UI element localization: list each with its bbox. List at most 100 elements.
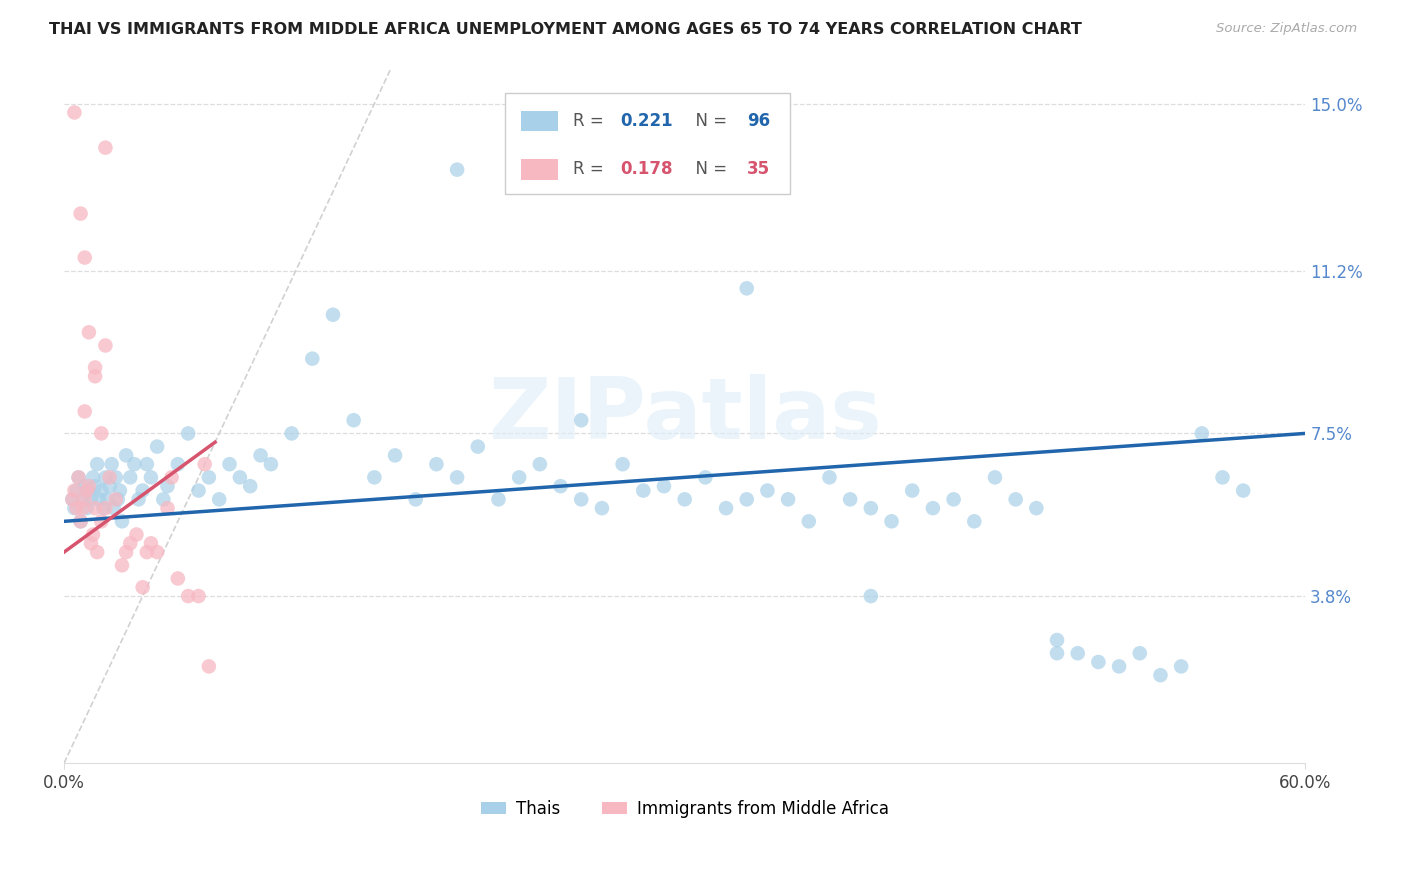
Point xyxy=(131,580,153,594)
FancyBboxPatch shape xyxy=(505,93,790,194)
Point xyxy=(343,413,366,427)
Text: 0.178: 0.178 xyxy=(620,161,672,178)
Point xyxy=(73,479,96,493)
Point xyxy=(73,251,96,265)
Point xyxy=(65,483,87,498)
Point xyxy=(90,483,112,498)
FancyBboxPatch shape xyxy=(520,159,558,180)
Point xyxy=(301,351,323,366)
Point xyxy=(98,470,121,484)
Point xyxy=(984,470,1007,484)
Text: R =: R = xyxy=(574,112,609,130)
Point xyxy=(104,470,127,484)
Text: ZIPatlas: ZIPatlas xyxy=(488,375,882,458)
Point xyxy=(80,492,103,507)
Point xyxy=(218,457,240,471)
Point xyxy=(859,501,882,516)
Point xyxy=(90,514,112,528)
Point xyxy=(103,501,125,516)
Point xyxy=(322,308,344,322)
Point xyxy=(65,501,87,516)
Point xyxy=(128,492,150,507)
Point xyxy=(673,492,696,507)
Point xyxy=(93,501,115,516)
Point xyxy=(1046,646,1069,660)
Point xyxy=(125,527,148,541)
Point xyxy=(77,483,100,498)
Point xyxy=(198,659,221,673)
Point xyxy=(108,483,131,498)
Point xyxy=(229,470,252,484)
Point xyxy=(1108,659,1130,673)
Point xyxy=(633,483,655,498)
Text: THAI VS IMMIGRANTS FROM MIDDLE AFRICA UNEMPLOYMENT AMONG AGES 65 TO 74 YEARS COR: THAI VS IMMIGRANTS FROM MIDDLE AFRICA UN… xyxy=(49,22,1083,37)
Point xyxy=(146,440,169,454)
Point xyxy=(80,536,103,550)
Point xyxy=(60,492,83,507)
Point xyxy=(67,470,90,484)
Point xyxy=(446,162,468,177)
Point xyxy=(107,492,129,507)
Point xyxy=(239,479,262,493)
Point xyxy=(72,492,94,507)
Point xyxy=(69,206,91,220)
Point xyxy=(363,470,385,484)
Point xyxy=(880,514,903,528)
Point xyxy=(1191,426,1213,441)
Point xyxy=(1129,646,1152,660)
Legend: Thais, Immigrants from Middle Africa: Thais, Immigrants from Middle Africa xyxy=(474,793,896,824)
Point xyxy=(152,492,174,507)
Point xyxy=(135,545,157,559)
Point xyxy=(77,479,100,493)
Point xyxy=(569,492,592,507)
Point xyxy=(1232,483,1254,498)
Point xyxy=(86,545,108,559)
Point xyxy=(73,404,96,418)
Point xyxy=(111,514,134,528)
Point xyxy=(160,470,183,484)
Point xyxy=(508,470,530,484)
Point xyxy=(82,470,104,484)
Point xyxy=(84,479,107,493)
Point xyxy=(156,479,179,493)
Point xyxy=(135,457,157,471)
Point xyxy=(77,326,100,340)
Point xyxy=(818,470,841,484)
Point xyxy=(76,483,98,498)
Point xyxy=(84,501,107,516)
Point xyxy=(569,413,592,427)
Point xyxy=(94,141,117,155)
Point xyxy=(942,492,965,507)
Point xyxy=(131,483,153,498)
Point xyxy=(384,449,406,463)
Point xyxy=(120,470,142,484)
Point xyxy=(60,492,83,507)
Point xyxy=(405,492,427,507)
Point xyxy=(187,483,209,498)
Point xyxy=(124,457,146,471)
Point xyxy=(901,483,924,498)
Text: 35: 35 xyxy=(747,161,770,178)
Point xyxy=(69,514,91,528)
Text: N =: N = xyxy=(685,112,733,130)
Point xyxy=(187,589,209,603)
Point xyxy=(1004,492,1026,507)
Point xyxy=(166,572,188,586)
Point xyxy=(963,514,986,528)
Point xyxy=(550,479,572,493)
Point xyxy=(778,492,800,507)
Point xyxy=(280,426,302,441)
Point xyxy=(166,457,188,471)
Point xyxy=(120,536,142,550)
Point xyxy=(1046,633,1069,648)
Text: Source: ZipAtlas.com: Source: ZipAtlas.com xyxy=(1216,22,1357,36)
Text: R =: R = xyxy=(574,161,609,178)
Point xyxy=(67,470,90,484)
Point xyxy=(488,492,510,507)
Point xyxy=(756,483,779,498)
Point xyxy=(198,470,221,484)
Point xyxy=(612,457,634,471)
Point xyxy=(82,527,104,541)
Point xyxy=(1067,646,1090,660)
Point xyxy=(177,426,200,441)
